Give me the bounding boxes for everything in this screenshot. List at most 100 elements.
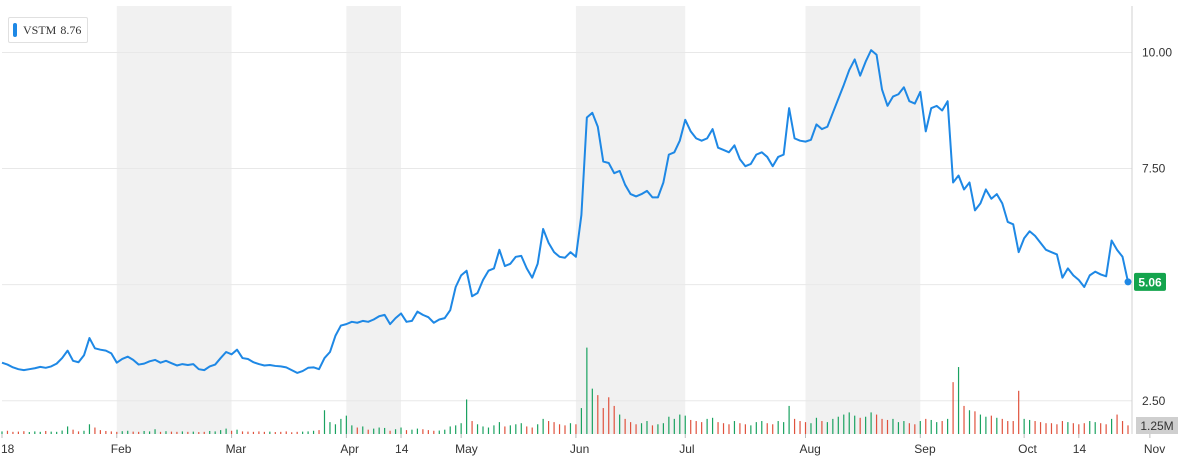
volume-bar — [1007, 421, 1009, 434]
volume-bar — [810, 423, 812, 434]
volume-bar — [1100, 423, 1102, 434]
volume-bar — [487, 427, 490, 434]
volume-bar — [72, 429, 74, 434]
volume-bar — [1018, 390, 1020, 434]
volume-bar — [799, 421, 801, 434]
volume-bar — [438, 430, 440, 434]
price-line-layer — [1, 49, 1132, 374]
volume-badge-label: 1.25M — [1140, 419, 1173, 433]
volume-bar — [930, 419, 932, 434]
volume-bar — [509, 425, 511, 434]
volume-bar — [345, 415, 347, 434]
volume-bar — [608, 397, 610, 434]
volume-bar — [373, 428, 375, 434]
volume-bar — [476, 424, 479, 434]
volume-bar — [378, 427, 380, 434]
volume-bar — [974, 411, 976, 434]
volume-bar — [411, 429, 413, 434]
volume-bar — [88, 424, 91, 434]
volume-bar — [903, 421, 905, 434]
x-axis-ticks: 18 Feb Mar Apr 14 May Jun Jul Aug Sep Oct 14 Nov — [1, 434, 1165, 456]
volume-bar — [263, 431, 265, 434]
volume-bars — [1, 347, 1129, 434]
volume-bar — [116, 431, 118, 434]
volume-bar — [449, 426, 451, 434]
volume-bar — [804, 422, 807, 434]
shaded-band-0 — [116, 6, 232, 434]
volume-bar — [1116, 414, 1118, 434]
x-tick-label: May — [455, 442, 478, 456]
volume-bar — [405, 430, 408, 434]
volume-bar — [772, 424, 774, 434]
volume-bar — [657, 424, 659, 434]
volume-bar — [739, 423, 741, 434]
volume-bar — [6, 430, 9, 434]
volume-bar — [1121, 421, 1124, 434]
volume-bar — [788, 405, 790, 434]
legend-box[interactable]: VSTM 8.76 — [8, 17, 89, 43]
volume-bar — [897, 422, 900, 434]
gridlines — [2, 6, 1133, 434]
last-price-badge-label: 5.06 — [1138, 275, 1162, 289]
volume-bar — [673, 418, 675, 434]
volume-bar — [985, 416, 987, 434]
volume-bar — [127, 430, 129, 434]
y-axis-ticks: 2.50 7.50 10.00 — [1142, 45, 1172, 407]
x-tick-label: Apr — [340, 442, 359, 456]
volume-bar — [979, 414, 982, 434]
volume-bar — [110, 431, 112, 434]
volume-bar — [291, 432, 293, 434]
volume-bar — [695, 421, 697, 434]
volume-bar — [384, 427, 386, 434]
volume-bar — [225, 428, 227, 434]
volume-bar — [427, 430, 429, 434]
last-price-badge — [1134, 272, 1166, 291]
volume-bar — [646, 421, 648, 434]
volume-bar — [629, 422, 632, 434]
volume-bar — [586, 347, 588, 434]
volume-bar — [843, 414, 845, 434]
legend-symbol: VSTM — [23, 22, 57, 37]
volume-bar — [220, 430, 222, 434]
volume-bar — [198, 432, 200, 434]
volume-bar — [99, 430, 101, 434]
volume-bar — [908, 423, 910, 434]
volume-bar — [61, 430, 63, 434]
volume-bar — [77, 431, 80, 434]
x-tick-label: 18 — [1, 442, 15, 456]
volume-bar — [247, 431, 249, 434]
x-tick-label: Jun — [570, 442, 589, 456]
volume-bar — [340, 418, 342, 434]
y-tick-label: 2.50 — [1142, 394, 1166, 408]
volume-bar — [302, 431, 304, 434]
volume-bar — [34, 431, 36, 434]
volume-bar — [875, 414, 878, 434]
volume-bar — [466, 399, 468, 434]
volume-bar — [1039, 422, 1042, 434]
volume-bar — [493, 425, 495, 434]
volume-bar — [1050, 423, 1053, 434]
shaded-band-2 — [575, 6, 686, 434]
volume-bar — [214, 431, 216, 434]
volume-bar — [269, 431, 271, 434]
x-tick-label: Nov — [1144, 442, 1165, 456]
volume-bar — [159, 431, 162, 434]
volume-bar — [755, 422, 757, 434]
volume-bar — [154, 429, 156, 434]
volume-bar — [132, 431, 134, 434]
volume-bar — [1089, 421, 1091, 434]
volume-bar — [307, 431, 309, 434]
x-tick-label: 14 — [1073, 442, 1087, 456]
volume-bar — [94, 427, 96, 434]
volume-bar — [455, 425, 457, 434]
volume-bar — [761, 421, 763, 434]
volume-bar — [444, 429, 446, 434]
volume-bar — [854, 415, 856, 434]
volume-bar — [679, 414, 681, 434]
volume-bar — [258, 431, 260, 434]
volume-bar — [181, 431, 183, 434]
volume-bar — [498, 422, 501, 434]
volume-bar — [526, 426, 528, 434]
